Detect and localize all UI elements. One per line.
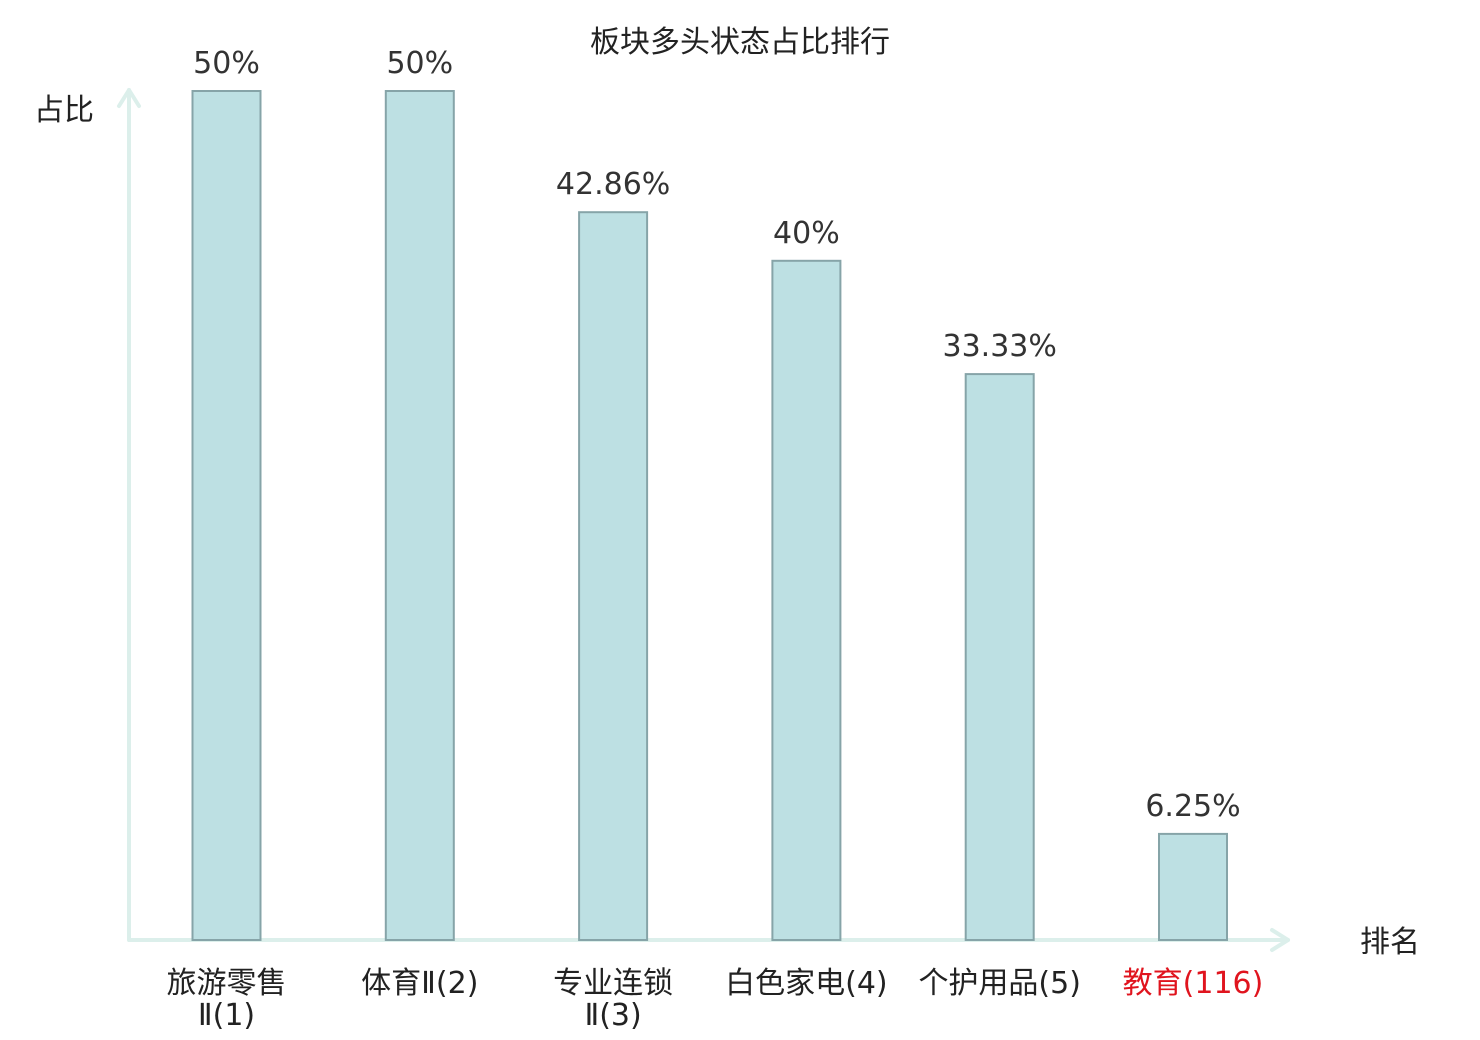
value-label: 42.86%	[556, 167, 670, 202]
x-axis-arrowhead	[1270, 928, 1290, 952]
category-label: 旅游零售	[167, 966, 287, 1001]
category-label: Ⅱ(3)	[584, 998, 641, 1033]
value-label: 50%	[386, 46, 453, 81]
value-label: 6.25%	[1145, 789, 1240, 824]
value-label-group: 50% 50% 42.86% 40% 33.33% 6.25%	[193, 46, 1241, 824]
y-axis-label: 占比	[34, 93, 94, 128]
bar-group	[191, 90, 1228, 942]
category-label: 个护用品(5)	[918, 966, 1081, 1001]
category-label: 教育(116)	[1123, 966, 1264, 1001]
category-label: 体育Ⅱ(2)	[361, 966, 478, 1001]
category-label: 专业连锁	[553, 966, 673, 1001]
value-label: 33.33%	[943, 329, 1057, 364]
chart-title: 板块多头状态占比排行	[590, 25, 890, 60]
bar	[578, 211, 649, 941]
value-label: 50%	[193, 46, 260, 81]
bar	[384, 90, 455, 941]
axes	[117, 88, 1290, 952]
bar	[191, 90, 262, 941]
x-axis-label: 排名	[1360, 925, 1420, 960]
bar	[964, 373, 1035, 942]
y-axis-arrowhead	[117, 88, 141, 108]
value-label: 40%	[773, 216, 840, 251]
bar	[771, 259, 842, 941]
category-label: Ⅱ(1)	[198, 998, 255, 1033]
bar	[1158, 832, 1228, 942]
category-label: 白色家电(4)	[725, 966, 888, 1001]
